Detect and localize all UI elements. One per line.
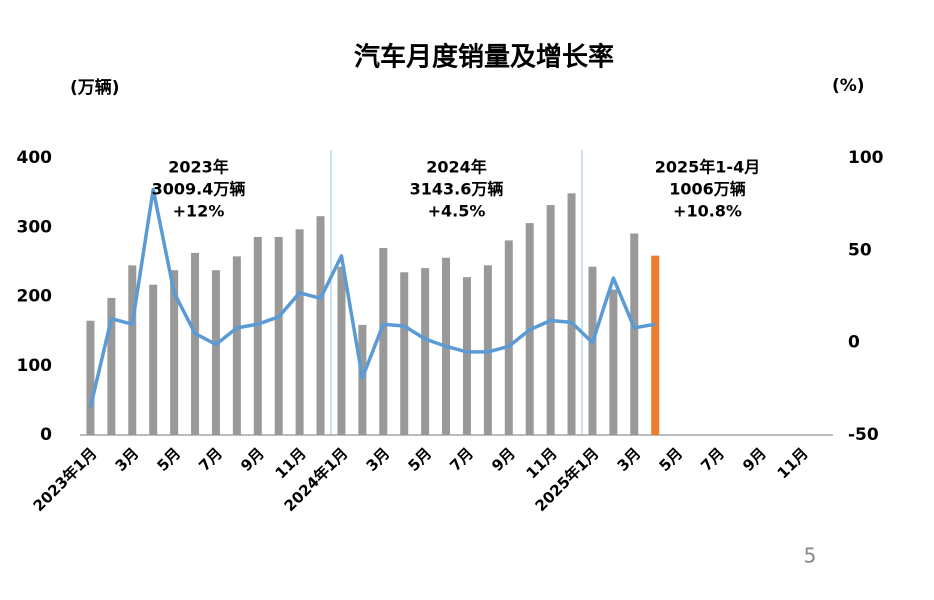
bar xyxy=(232,256,241,435)
x-tick-label: 3月 xyxy=(112,444,143,475)
bar xyxy=(567,193,576,435)
bar xyxy=(149,284,158,435)
y-axis-label: (万辆) xyxy=(70,77,120,98)
x-tick-label: 7月 xyxy=(446,444,477,475)
bar xyxy=(588,266,597,435)
bar xyxy=(337,266,346,435)
bar xyxy=(170,270,179,435)
annotation: +10.8% xyxy=(673,202,742,221)
bar xyxy=(295,229,304,435)
y-tick-label: 100 xyxy=(17,356,53,376)
bar xyxy=(630,233,639,435)
x-tick-label: 9月 xyxy=(237,444,268,475)
bar xyxy=(400,272,409,435)
annotation: 2024年 xyxy=(426,158,487,177)
x-tick-label: 5月 xyxy=(655,444,686,475)
bar xyxy=(316,216,325,435)
bar xyxy=(128,265,137,435)
bar xyxy=(421,268,430,435)
x-tick-label: 11月 xyxy=(272,444,310,482)
y-tick-label: 400 xyxy=(17,148,53,168)
x-tick-label: 5月 xyxy=(404,444,435,475)
bar xyxy=(211,270,220,435)
bar xyxy=(253,236,262,435)
annotation: 3009.4万辆 xyxy=(152,180,246,199)
x-tick-label: 7月 xyxy=(195,444,226,475)
y-tick-label: 200 xyxy=(17,287,53,307)
bar xyxy=(191,252,200,435)
x-tick-label: 3月 xyxy=(614,444,645,475)
annotation: 2023年 xyxy=(168,158,229,177)
x-tick-label: 5月 xyxy=(153,444,184,475)
bar xyxy=(86,320,95,435)
bar xyxy=(504,240,513,435)
chart-title: 汽车月度销量及增长率 xyxy=(354,42,614,73)
bar xyxy=(651,255,660,435)
x-tick-label: 7月 xyxy=(697,444,728,475)
x-tick-label: 9月 xyxy=(488,444,519,475)
y2-axis-label: (%) xyxy=(832,76,865,96)
x-tick-label: 2023年1月 xyxy=(30,444,101,515)
annotation: 3143.6万辆 xyxy=(410,180,504,199)
x-tick-label: 11月 xyxy=(774,444,812,482)
bar xyxy=(462,277,471,435)
x-tick-label: 3月 xyxy=(363,444,394,475)
x-tick-label: 11月 xyxy=(523,444,561,482)
y-tick-label: 300 xyxy=(17,217,53,237)
annotation: +12% xyxy=(173,202,225,221)
bar xyxy=(609,289,618,435)
annotation: 2025年1-4月 xyxy=(655,158,760,177)
bar xyxy=(358,324,367,435)
line xyxy=(88,187,656,408)
bar xyxy=(379,248,388,435)
y2-tick-label: 0 xyxy=(848,333,860,353)
annotation: 1006万辆 xyxy=(669,180,746,199)
annotation: +4.5% xyxy=(428,202,486,221)
y2-tick-label: 100 xyxy=(848,148,884,168)
bar xyxy=(274,236,283,435)
x-tick-label: 9月 xyxy=(739,444,770,475)
y2-tick-label: 50 xyxy=(848,240,872,260)
y2-tick-label: -50 xyxy=(848,425,879,445)
y-tick-label: 0 xyxy=(40,425,52,445)
page-number: 5 xyxy=(804,544,817,568)
bar xyxy=(107,297,116,435)
